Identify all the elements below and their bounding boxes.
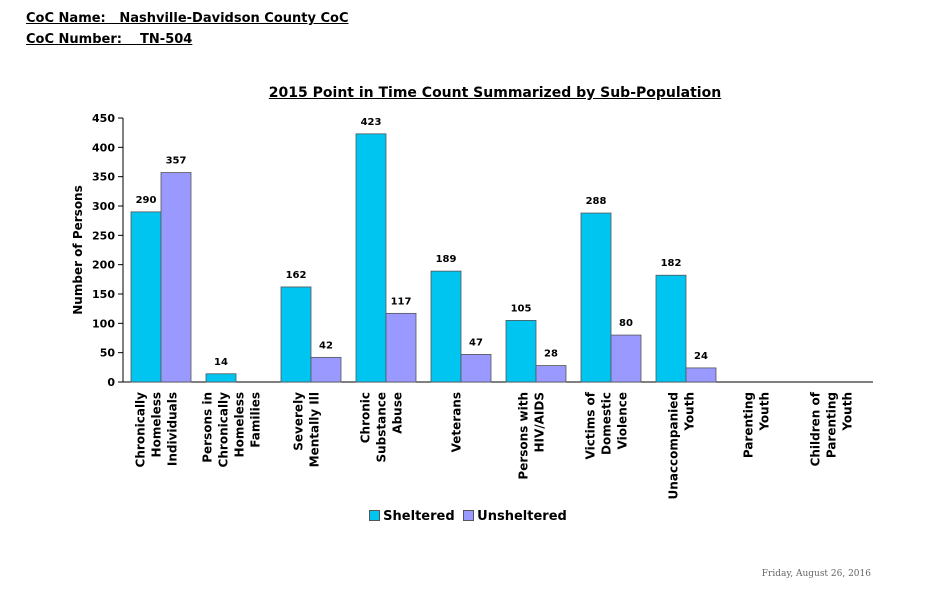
data-label: 42 (319, 340, 333, 351)
y-tick-label: 50 (100, 347, 116, 360)
chart-legend: Sheltered Unsheltered (0, 509, 937, 524)
data-label: 28 (544, 349, 558, 360)
x-tick-label: Chronically (134, 392, 148, 468)
bar-unsheltered (385, 312, 417, 383)
data-label: 189 (436, 254, 457, 265)
x-tick-label: Parenting (742, 392, 756, 458)
footer-date: Friday, August 26, 2016 (761, 569, 871, 579)
bar-sheltered (355, 133, 387, 383)
x-tick-label: Violence (616, 392, 630, 449)
data-label: 24 (694, 351, 708, 362)
x-tick-label: Severely (292, 392, 306, 451)
x-tick-label: Children of (809, 391, 823, 466)
x-tick-label: Mentally Ill (308, 392, 322, 467)
y-tick-label: 400 (92, 141, 115, 154)
legend-label-sheltered: Sheltered (383, 509, 455, 524)
data-label: 80 (619, 318, 633, 329)
x-tick-label: Unaccompanied (667, 392, 681, 499)
data-label: 162 (286, 270, 307, 281)
data-label: 182 (661, 258, 682, 269)
bar-sheltered (580, 212, 612, 383)
x-tick-label: Individuals (166, 392, 180, 466)
bar-sheltered (130, 211, 162, 383)
y-tick-label: 200 (92, 259, 115, 272)
x-tick-label: Persons in (201, 392, 215, 463)
bar-sheltered (430, 270, 462, 383)
x-tick-label: Chronic (359, 392, 373, 443)
y-tick-label: 150 (92, 288, 115, 301)
bar-sheltered (205, 373, 237, 383)
bar-sheltered (655, 274, 687, 383)
data-label: 47 (469, 337, 483, 348)
data-label: 105 (511, 303, 532, 314)
x-tick-label: Youth (683, 392, 697, 432)
legend-swatch-unsheltered (463, 510, 475, 521)
data-label: 14 (214, 357, 228, 368)
x-tick-label: HIV/AIDS (533, 392, 547, 453)
bar-unsheltered (535, 365, 567, 383)
x-tick-label: Abuse (391, 392, 405, 434)
legend-item-sheltered: Sheltered (369, 509, 455, 524)
bar-unsheltered (610, 334, 642, 383)
bar-unsheltered (160, 172, 192, 383)
y-tick-label: 300 (92, 200, 115, 213)
bar-unsheltered (310, 356, 342, 383)
x-tick-label: Domestic (600, 392, 614, 455)
y-tick-label: 0 (107, 376, 115, 389)
bar-sheltered (505, 319, 537, 383)
x-tick-label: Victims of (584, 391, 598, 459)
bar-unsheltered (460, 354, 492, 383)
coc-number-label: CoC Number: TN-504 (26, 32, 193, 47)
x-tick-label: Veterans (450, 392, 464, 452)
data-label: 423 (361, 117, 382, 128)
x-tick-label: Parenting (825, 392, 839, 458)
x-tick-label: Youth (758, 392, 772, 432)
y-tick-label: 250 (92, 229, 115, 242)
y-tick-label: 350 (92, 171, 115, 184)
x-tick-label: Chronically (217, 392, 231, 468)
x-tick-label: Substance (375, 392, 389, 463)
data-label: 288 (586, 196, 607, 207)
data-label: 117 (391, 296, 412, 307)
y-tick-label: 100 (92, 317, 115, 330)
y-axis-label: Number of Persons (71, 185, 85, 314)
legend-swatch-sheltered (369, 510, 381, 521)
x-tick-label: Homeless (150, 392, 164, 457)
x-tick-label: Youth (841, 392, 855, 432)
x-tick-label: Families (249, 392, 263, 448)
chart-title: 2015 Point in Time Count Summarized by S… (268, 85, 722, 101)
x-tick-label: Homeless (233, 392, 247, 457)
data-label: 290 (136, 195, 157, 206)
x-tick-label: Persons with (517, 392, 531, 480)
legend-label-unsheltered: Unsheltered (477, 509, 567, 524)
bar-unsheltered (685, 367, 717, 383)
y-tick-label: 450 (92, 112, 115, 125)
coc-name-label: CoC Name: Nashville-Davidson County CoC (26, 11, 349, 26)
data-label: 357 (166, 156, 187, 167)
bar-sheltered (280, 286, 312, 383)
legend-item-unsheltered: Unsheltered (463, 509, 567, 524)
